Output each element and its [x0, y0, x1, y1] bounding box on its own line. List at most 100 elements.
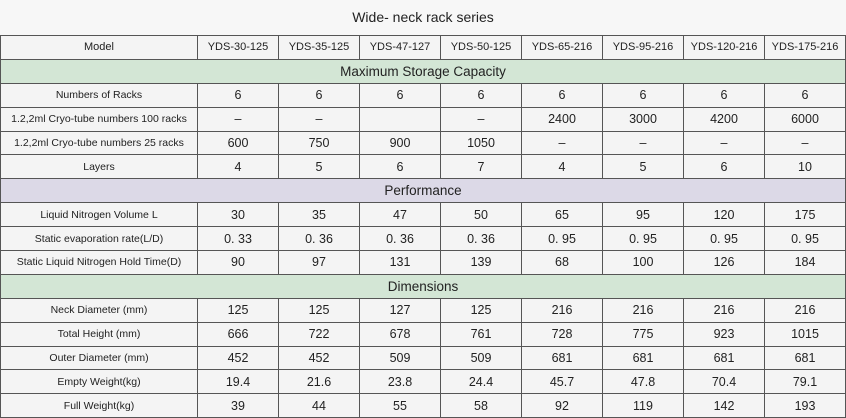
cell: –	[683, 130, 765, 156]
cell: 6	[440, 82, 522, 108]
section-row: Maximum Storage Capacity	[0, 58, 846, 84]
data-row: Outer Diameter (mm) 452 452 509 509 681 681 681…	[0, 345, 846, 371]
row-label: Neck Diameter (mm)	[0, 297, 198, 323]
data-row: Neck Diameter (mm) 125 125 127 125 216 216 216 2…	[0, 297, 846, 323]
cell: 97	[278, 250, 360, 275]
cell: 0. 95	[602, 226, 684, 252]
cell: 6	[197, 82, 279, 108]
cell: 7	[440, 154, 522, 180]
cell: 681	[683, 345, 765, 371]
cell: 6	[602, 82, 684, 108]
row-label: Outer Diameter (mm)	[0, 345, 198, 371]
data-row: 1.2,2ml Cryo-tube numbers 25 racks 600 750…	[0, 130, 846, 156]
data-row: Layers 4 5 6 7 4 5 6 10	[0, 154, 846, 180]
cell: 23.8	[359, 369, 441, 395]
cell: 678	[359, 321, 441, 347]
cell: 509	[440, 345, 522, 371]
cell: 722	[278, 321, 360, 347]
cell: –	[764, 130, 846, 156]
cell: 65	[521, 202, 603, 228]
row-label: Full Weight(kg)	[0, 393, 198, 418]
cell: 24.4	[440, 369, 522, 395]
cell: 6	[359, 154, 441, 180]
row-label: Total Height (mm)	[0, 321, 198, 347]
cell: 125	[278, 297, 360, 323]
cell: 3000	[602, 106, 684, 132]
cell: 216	[602, 297, 684, 323]
cell: 139	[440, 250, 522, 275]
cell: 184	[764, 250, 846, 275]
section-row: Dimensions	[0, 273, 846, 299]
cell: 6	[683, 154, 765, 180]
cell: 0. 95	[521, 226, 603, 252]
model-name: YDS-50-125	[440, 35, 522, 60]
cell: 600	[197, 130, 279, 156]
cell: 4200	[683, 106, 765, 132]
cell: 47	[359, 202, 441, 228]
cell: 750	[278, 130, 360, 156]
model-name: YDS-120-216	[683, 35, 765, 60]
cell: 95	[602, 202, 684, 228]
cell: 193	[764, 393, 846, 418]
cell: 216	[764, 297, 846, 323]
cell: 175	[764, 202, 846, 228]
cell: 131	[359, 250, 441, 275]
model-name: YDS-65-216	[521, 35, 603, 60]
cell: 6	[278, 82, 360, 108]
cell: 125	[440, 297, 522, 323]
cell: 2400	[521, 106, 603, 132]
cell: 0. 33	[197, 226, 279, 252]
cell: –	[602, 130, 684, 156]
cell: 6	[683, 82, 765, 108]
cell: 92	[521, 393, 603, 418]
cell: 0. 36	[440, 226, 522, 252]
cell: 923	[683, 321, 765, 347]
cell: 666	[197, 321, 279, 347]
cell: –	[278, 106, 360, 132]
cell: 900	[359, 130, 441, 156]
cell: 681	[764, 345, 846, 371]
row-label: 1.2,2ml Cryo-tube numbers 100 racks	[0, 106, 198, 132]
cell: 216	[683, 297, 765, 323]
cell: 452	[197, 345, 279, 371]
cell: 50	[440, 202, 522, 228]
cell: 6	[764, 82, 846, 108]
cell: 0. 95	[764, 226, 846, 252]
cell: 142	[683, 393, 765, 418]
row-label: Layers	[0, 154, 198, 180]
cell: 5	[602, 154, 684, 180]
row-label: Empty Weight(kg)	[0, 369, 198, 395]
section-row: Performance	[0, 178, 846, 204]
title: Wide- neck rack series	[0, 0, 846, 35]
cell: 6	[521, 82, 603, 108]
cell: 19.4	[197, 369, 279, 395]
cell: 35	[278, 202, 360, 228]
model-name: YDS-30-125	[197, 35, 279, 60]
row-label: Liquid Nitrogen Volume L	[0, 202, 198, 228]
section-title: Maximum Storage Capacity	[0, 58, 846, 84]
cell	[359, 106, 441, 132]
cell: 100	[602, 250, 684, 275]
cell: 70.4	[683, 369, 765, 395]
cell: –	[521, 130, 603, 156]
model-name: YDS-95-216	[602, 35, 684, 60]
cell: 761	[440, 321, 522, 347]
model-name: YDS-47-127	[359, 35, 441, 60]
cell: 775	[602, 321, 684, 347]
cell: 0. 95	[683, 226, 765, 252]
cell: 1015	[764, 321, 846, 347]
cell: 126	[683, 250, 765, 275]
cell: 728	[521, 321, 603, 347]
model-name: YDS-175-216	[764, 35, 846, 60]
cell: 4	[521, 154, 603, 180]
cell: 127	[359, 297, 441, 323]
cell: 5	[278, 154, 360, 180]
header-label: Model	[0, 35, 198, 60]
cell: 681	[602, 345, 684, 371]
cell: –	[197, 106, 279, 132]
cell: 4	[197, 154, 279, 180]
cell: 90	[197, 250, 279, 275]
header-row: Model YDS-30-125 YDS-35-125 YDS-47-127 YDS-5…	[0, 35, 846, 60]
cell: 452	[278, 345, 360, 371]
